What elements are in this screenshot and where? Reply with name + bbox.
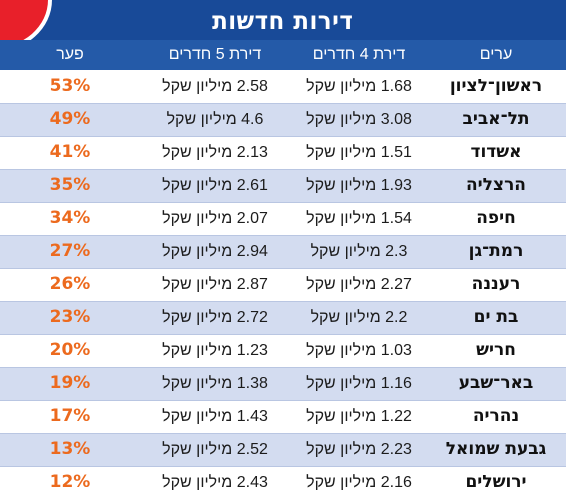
gap-percent-cell: 41% xyxy=(49,142,91,162)
column-header-four-rooms: דירת 4 חדרים xyxy=(312,46,406,63)
table-row: גבעת שמואל 2.23 מיליון שקל 2.52 מיליון שקל… xyxy=(0,433,566,466)
four-room-price-cell: 2.16 מיליון שקל xyxy=(306,474,412,491)
four-room-price-cell: 2.23 מיליון שקל xyxy=(306,441,412,458)
city-name-cell: חריש xyxy=(476,340,516,360)
column-header-gap: פער xyxy=(56,46,84,63)
gap-percent-cell: 49% xyxy=(49,109,91,129)
four-room-price-cell: 1.22 מיליון שקל xyxy=(306,408,412,425)
table-row: חריש 1.03 מיליון שקל 1.23 מיליון שקל 20% xyxy=(0,334,566,367)
row-divider xyxy=(0,301,566,302)
table-row: רעננה 2.27 מיליון שקל 2.87 מיליון שקל 26% xyxy=(0,268,566,301)
five-room-price-cell: 1.43 מיליון שקל xyxy=(162,408,268,425)
five-room-price-cell: 2.52 מיליון שקל xyxy=(162,441,268,458)
table-row: הרצליה 1.93 מיליון שקל 2.61 מיליון שקל 35% xyxy=(0,169,566,202)
table-row: רמת־גן 2.3 מיליון שקל 2.94 מיליון שקל 27% xyxy=(0,235,566,268)
city-name-cell: ירושלים xyxy=(465,472,527,492)
row-divider xyxy=(0,136,566,137)
five-room-price-cell: 2.07 מיליון שקל xyxy=(162,210,268,227)
four-room-price-cell: 1.51 מיליון שקל xyxy=(306,144,412,161)
five-room-price-cell: 2.13 מיליון שקל xyxy=(162,144,268,161)
city-name-cell: הרצליה xyxy=(466,175,526,195)
four-room-price-cell: 2.3 מיליון שקל xyxy=(310,243,408,260)
row-divider xyxy=(0,400,566,401)
city-name-cell: ראשון־לציון xyxy=(449,76,543,96)
four-room-price-cell: 1.03 מיליון שקל xyxy=(306,342,412,359)
gap-percent-cell: 17% xyxy=(49,406,91,426)
five-room-price-cell: 1.23 מיליון שקל xyxy=(162,342,268,359)
gap-percent-cell: 53% xyxy=(49,76,91,96)
five-room-price-cell: 2.58 מיליון שקל xyxy=(162,78,268,95)
city-name-cell: חיפה xyxy=(476,208,516,228)
city-name-cell: רעננה xyxy=(471,274,521,294)
gap-percent-cell: 20% xyxy=(49,340,91,360)
city-name-cell: תל־אביב xyxy=(462,109,530,129)
five-room-price-cell: 2.72 מיליון שקל xyxy=(162,309,268,326)
gap-percent-cell: 27% xyxy=(49,241,91,261)
four-room-price-cell: 3.08 מיליון שקל xyxy=(306,111,412,128)
row-divider xyxy=(0,433,566,434)
table-row: נהריה 1.22 מיליון שקל 1.43 מיליון שקל 17% xyxy=(0,400,566,433)
table-row: תל־אביב 3.08 מיליון שקל 4.6 מיליון שקל 49% xyxy=(0,103,566,136)
table-row: ירושלים 2.16 מיליון שקל 2.43 מיליון שקל 12% xyxy=(0,466,566,499)
table-row: חיפה 1.54 מיליון שקל 2.07 מיליון שקל 34% xyxy=(0,202,566,235)
row-divider xyxy=(0,169,566,170)
table-row: אשדוד 1.51 מיליון שקל 2.13 מיליון שקל 41% xyxy=(0,136,566,169)
table-row: באר־שבע 1.16 מיליון שקל 1.38 מיליון שקל 19% xyxy=(0,367,566,400)
row-divider xyxy=(0,103,566,104)
four-room-price-cell: 1.54 מיליון שקל xyxy=(306,210,412,227)
city-name-cell: רמת־גן xyxy=(468,241,524,261)
corner-accent-shape xyxy=(0,0,48,40)
four-room-price-cell: 1.68 מיליון שקל xyxy=(306,78,412,95)
five-room-price-cell: 2.43 מיליון שקל xyxy=(162,474,268,491)
four-room-price-cell: 1.16 מיליון שקל xyxy=(306,375,412,392)
five-room-price-cell: 4.6 מיליון שקל xyxy=(166,111,264,128)
row-divider xyxy=(0,466,566,467)
gap-percent-cell: 34% xyxy=(49,208,91,228)
four-room-price-cell: 2.27 מיליון שקל xyxy=(306,276,412,293)
city-name-cell: בת ים xyxy=(473,307,519,327)
city-name-cell: באר־שבע xyxy=(458,373,534,393)
chart-title: דירות חדשות xyxy=(212,5,354,35)
table-row: בת ים 2.2 מיליון שקל 2.72 מיליון שקל 23% xyxy=(0,301,566,334)
row-divider xyxy=(0,367,566,368)
five-room-price-cell: 1.38 מיליון שקל xyxy=(162,375,268,392)
gap-percent-cell: 26% xyxy=(49,274,91,294)
four-room-price-cell: 2.2 מיליון שקל xyxy=(310,309,408,326)
title-bar: דירות חדשות xyxy=(0,0,566,40)
five-room-price-cell: 2.87 מיליון שקל xyxy=(162,276,268,293)
gap-percent-cell: 13% xyxy=(49,439,91,459)
gap-percent-cell: 35% xyxy=(49,175,91,195)
city-name-cell: אשדוד xyxy=(470,142,522,162)
column-header-five-rooms: דירת 5 חדרים xyxy=(168,46,262,63)
city-name-cell: נהריה xyxy=(472,406,520,426)
gap-percent-cell: 23% xyxy=(49,307,91,327)
gap-percent-cell: 12% xyxy=(49,472,91,492)
row-divider xyxy=(0,268,566,269)
table-row: ראשון־לציון 1.68 מיליון שקל 2.58 מיליון שק… xyxy=(0,70,566,103)
row-divider xyxy=(0,202,566,203)
four-room-price-cell: 1.93 מיליון שקל xyxy=(306,177,412,194)
city-name-cell: גבעת שמואל xyxy=(445,439,547,459)
gap-percent-cell: 19% xyxy=(49,373,91,393)
five-room-price-cell: 2.61 מיליון שקל xyxy=(162,177,268,194)
row-divider xyxy=(0,235,566,236)
row-divider xyxy=(0,334,566,335)
table-header-row: ערים דירת 4 חדרים דירת 5 חדרים פער xyxy=(0,40,566,70)
column-header-cities: ערים xyxy=(479,46,513,63)
five-room-price-cell: 2.94 מיליון שקל xyxy=(162,243,268,260)
